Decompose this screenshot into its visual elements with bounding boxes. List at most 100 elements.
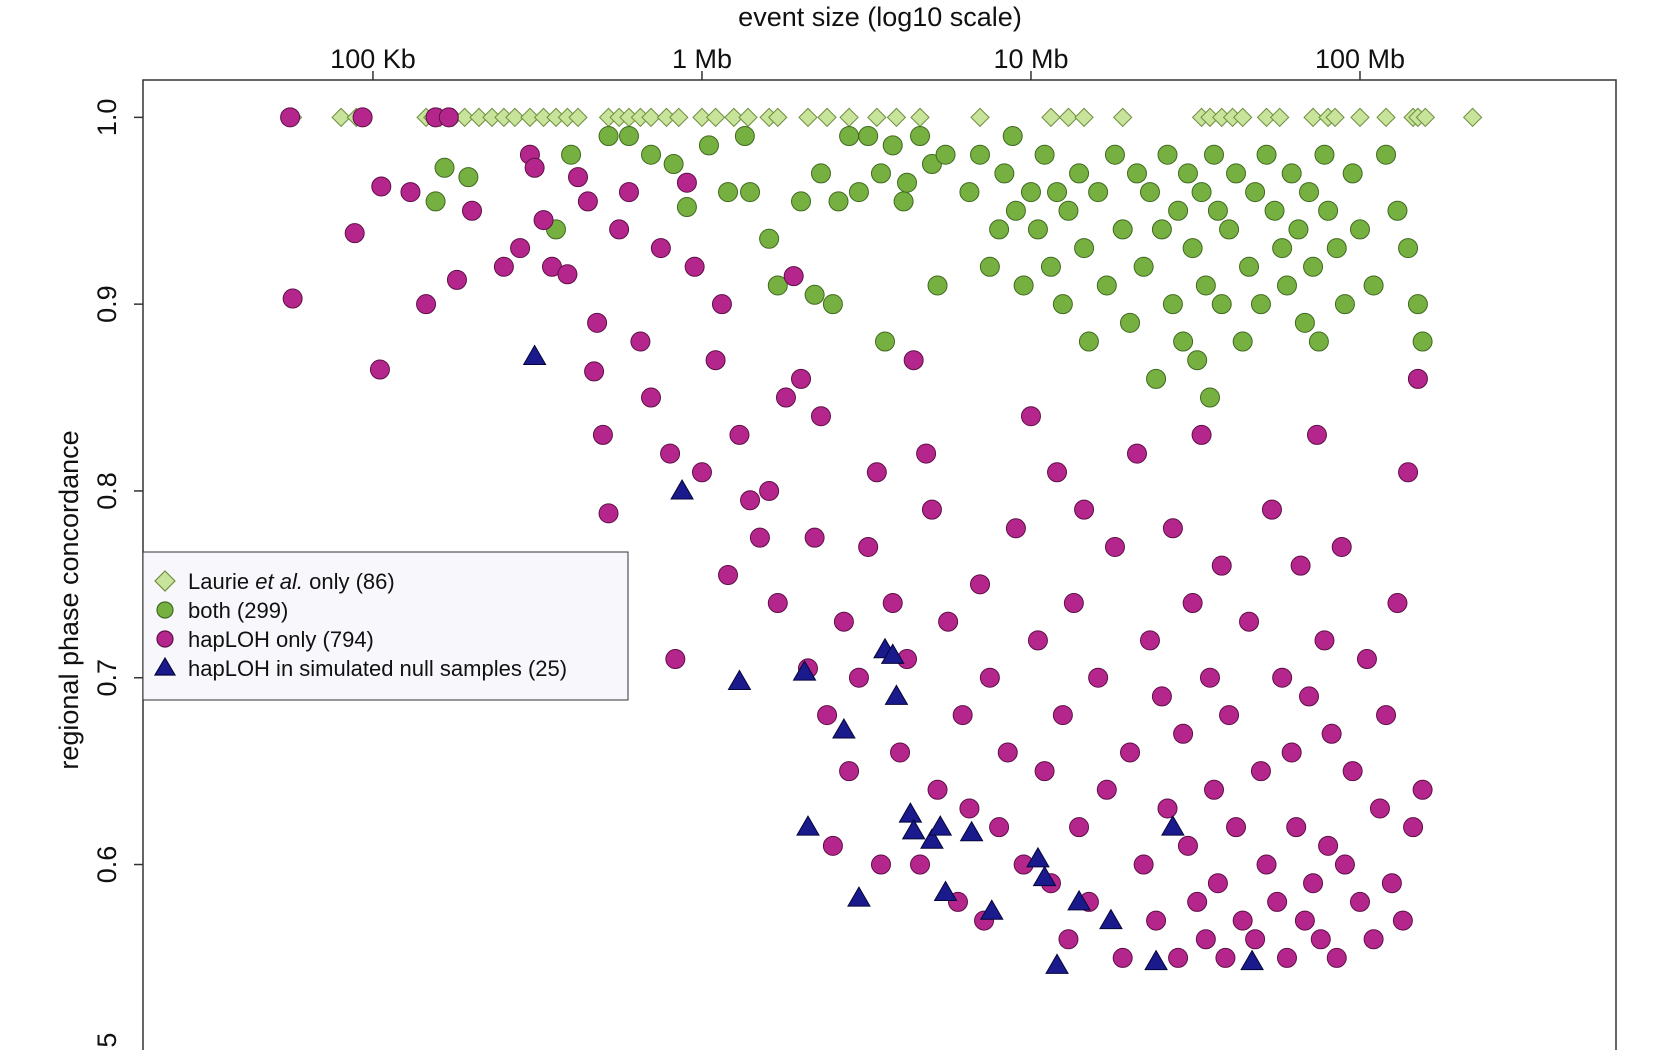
data-point-circle bbox=[935, 144, 956, 165]
data-point-circle bbox=[1349, 891, 1370, 912]
data-point-circle bbox=[952, 705, 973, 726]
data-point-circle bbox=[1276, 275, 1297, 296]
data-point-circle bbox=[1146, 910, 1167, 931]
data-point-circle bbox=[416, 294, 437, 315]
data-point-circle bbox=[1376, 144, 1397, 165]
data-point-diamond bbox=[1350, 107, 1370, 128]
data-point-circle bbox=[791, 368, 812, 389]
data-point-circle bbox=[618, 182, 639, 203]
data-point-circle bbox=[1245, 929, 1266, 950]
data-point-circle bbox=[1334, 854, 1355, 875]
x-axis-ticks: 100 Kb 1 Mb 10 Mb 100 Mb bbox=[330, 44, 1405, 80]
data-point-circle bbox=[1299, 182, 1320, 203]
data-point-circle bbox=[1088, 182, 1109, 203]
legend-circle-green-icon bbox=[156, 601, 174, 619]
data-point-circle bbox=[989, 219, 1010, 240]
x-tick-label: 100 Kb bbox=[330, 44, 416, 74]
data-point-circle bbox=[910, 126, 931, 147]
data-point-circle bbox=[718, 182, 739, 203]
legend-label-laurie-post: only (86) bbox=[303, 569, 395, 594]
data-point-circle bbox=[1069, 817, 1090, 838]
data-point-circle bbox=[1199, 387, 1220, 408]
legend: Laurie et al. only (86) both (299) hapLO… bbox=[142, 551, 629, 701]
data-point-circle bbox=[1146, 368, 1167, 389]
y-tick-label: 0.9 bbox=[92, 285, 122, 323]
data-point-circle bbox=[1321, 723, 1342, 744]
data-point-circle bbox=[759, 228, 780, 249]
data-point-circle bbox=[870, 854, 891, 875]
data-point-circle bbox=[1387, 593, 1408, 614]
data-point-circle bbox=[1276, 947, 1297, 968]
data-point-circle bbox=[1139, 182, 1160, 203]
data-point-circle bbox=[810, 406, 831, 427]
data-point-circle bbox=[1239, 256, 1260, 277]
data-point-circle bbox=[1318, 835, 1339, 856]
data-point-diamond bbox=[469, 107, 489, 128]
data-point-circle bbox=[1047, 462, 1068, 483]
data-point-circle bbox=[1173, 331, 1194, 352]
data-point-circle bbox=[1232, 331, 1253, 352]
data-point-circle bbox=[587, 312, 608, 333]
data-point-circle bbox=[1133, 854, 1154, 875]
data-point-circle bbox=[577, 191, 598, 212]
data-point-triangle bbox=[796, 815, 820, 836]
data-point-circle bbox=[1226, 163, 1247, 184]
data-point-circle bbox=[1112, 947, 1133, 968]
data-point-diamond bbox=[724, 107, 744, 128]
data-point-circle bbox=[438, 107, 459, 128]
y-tick-label: 0.6 bbox=[92, 846, 122, 884]
data-point-circle bbox=[352, 107, 373, 128]
data-point-circle bbox=[1314, 630, 1335, 651]
series-haploh-null bbox=[522, 344, 1264, 974]
data-point-circle bbox=[1250, 761, 1271, 782]
data-point-circle bbox=[927, 275, 948, 296]
data-point-circle bbox=[734, 126, 755, 147]
data-point-circle bbox=[858, 536, 879, 557]
data-point-diamond bbox=[692, 107, 712, 128]
data-point-circle bbox=[810, 163, 831, 184]
data-point-triangle bbox=[1032, 865, 1057, 887]
data-point-circle bbox=[1199, 667, 1220, 688]
data-point-circle bbox=[280, 107, 301, 128]
data-point-circle bbox=[1151, 219, 1172, 240]
data-point-circle bbox=[979, 256, 1000, 277]
legend-label-both: both (299) bbox=[188, 598, 288, 623]
data-point-circle bbox=[759, 480, 780, 501]
legend-label-haploh: hapLOH only (794) bbox=[188, 627, 374, 652]
data-point-circle bbox=[369, 359, 390, 380]
data-point-diamond bbox=[1074, 107, 1094, 128]
data-point-circle bbox=[1182, 593, 1203, 614]
legend-label-null: hapLOH in simulated null samples (25) bbox=[188, 656, 567, 681]
series-haploh-only bbox=[280, 107, 1433, 968]
series-laurie-only bbox=[282, 107, 1483, 128]
data-point-circle bbox=[1272, 667, 1293, 688]
x-tick-label: 10 Mb bbox=[993, 44, 1068, 74]
data-point-circle bbox=[344, 223, 365, 244]
data-point-triangle bbox=[832, 718, 856, 739]
x-tick-label: 100 Mb bbox=[1315, 44, 1405, 74]
data-point-triangle bbox=[1099, 908, 1123, 930]
data-point-diamond bbox=[970, 107, 990, 128]
data-point-circle bbox=[1299, 686, 1320, 707]
data-point-circle bbox=[1286, 817, 1307, 838]
data-point-circle bbox=[740, 490, 761, 511]
data-point-circle bbox=[1281, 742, 1302, 763]
data-point-circle bbox=[1232, 910, 1253, 931]
data-point-circle bbox=[959, 798, 980, 819]
data-point-circle bbox=[1369, 798, 1390, 819]
data-point-circle bbox=[684, 256, 705, 277]
data-point-triangle bbox=[1045, 953, 1069, 974]
data-point-circle bbox=[1387, 200, 1408, 221]
data-point-triangle bbox=[792, 660, 817, 681]
data-point-circle bbox=[630, 331, 651, 352]
data-point-circle bbox=[866, 462, 887, 483]
data-point-circle bbox=[1318, 200, 1339, 221]
data-point-circle bbox=[446, 269, 467, 290]
data-point-circle bbox=[1126, 163, 1147, 184]
data-point-circle bbox=[1157, 798, 1178, 819]
data-point-triangle bbox=[1067, 889, 1091, 911]
data-point-diamond bbox=[1041, 107, 1061, 128]
x-axis-title: event size (log10 scale) bbox=[738, 2, 1022, 32]
legend-label-laurie: Laurie et al. only (86) bbox=[188, 569, 395, 594]
data-point-circle bbox=[1407, 294, 1428, 315]
